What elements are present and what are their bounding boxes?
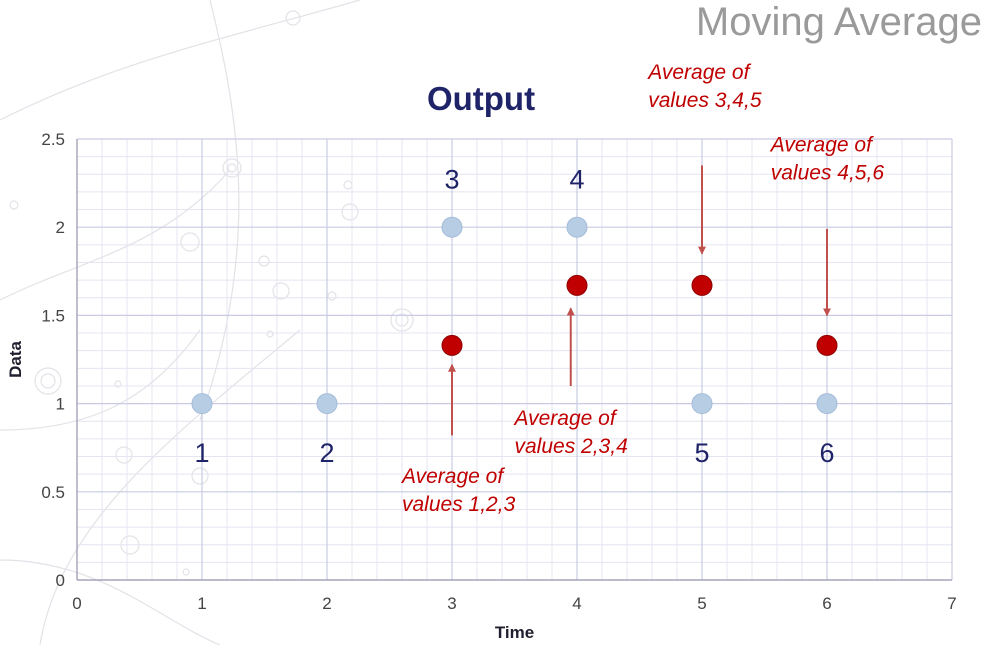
x-tick-label: 2 xyxy=(322,594,331,613)
point-number-label: 5 xyxy=(694,438,709,468)
x-tick-label: 0 xyxy=(72,594,81,613)
y-tick-label: 0 xyxy=(56,571,65,590)
input-point xyxy=(191,393,213,415)
annotation-text: Average of xyxy=(400,465,505,488)
y-tick-label: 1.5 xyxy=(41,306,65,325)
annotation-text: Average of xyxy=(513,407,618,430)
input-point xyxy=(691,393,713,415)
annotation-text: Average of xyxy=(646,61,751,84)
y-tick-labels: 0 0.5 1 1.5 2 2.5 xyxy=(41,130,65,590)
data-points xyxy=(191,216,838,415)
minor-grid xyxy=(77,139,952,580)
input-point xyxy=(816,393,838,415)
y-tick-label: 1 xyxy=(56,395,65,414)
annotations: Average of values 1,2,3 Average of values 2… xyxy=(400,61,884,516)
x-tick-label: 4 xyxy=(572,594,581,613)
x-tick-label: 6 xyxy=(822,594,831,613)
point-number-label: 6 xyxy=(819,438,834,468)
point-number-label: 4 xyxy=(569,164,584,194)
x-tick-labels: 0 1 2 3 4 5 6 7 xyxy=(72,594,956,613)
input-point xyxy=(441,216,463,238)
point-number-labels: 1 2 3 4 5 6 xyxy=(194,164,834,467)
average-point xyxy=(441,334,463,356)
average-point xyxy=(691,274,713,296)
y-tick-label: 2 xyxy=(56,218,65,237)
chart-title: Output xyxy=(427,80,535,117)
point-number-label: 1 xyxy=(194,438,209,468)
annotation-text: values 4,5,6 xyxy=(771,161,885,184)
x-tick-label: 1 xyxy=(197,594,206,613)
y-tick-label: 0.5 xyxy=(41,483,65,502)
x-tick-label: 3 xyxy=(447,594,456,613)
y-tick-label: 2.5 xyxy=(41,130,65,149)
point-number-label: 2 xyxy=(319,438,334,468)
average-point xyxy=(816,334,838,356)
x-tick-label: 5 xyxy=(697,594,706,613)
x-tick-label: 7 xyxy=(947,594,956,613)
annotation-text: values 1,2,3 xyxy=(402,493,516,516)
point-number-label: 3 xyxy=(444,164,459,194)
average-point xyxy=(566,274,588,296)
input-point xyxy=(316,393,338,415)
slide-title: Moving Average xyxy=(695,0,982,44)
x-axis-label: Time xyxy=(495,623,534,642)
annotation-text: values 2,3,4 xyxy=(515,435,628,458)
y-axis-label: Data xyxy=(6,341,25,378)
annotation-text: Average of xyxy=(769,133,874,156)
input-point xyxy=(566,216,588,238)
annotation-text: values 3,4,5 xyxy=(648,89,762,112)
